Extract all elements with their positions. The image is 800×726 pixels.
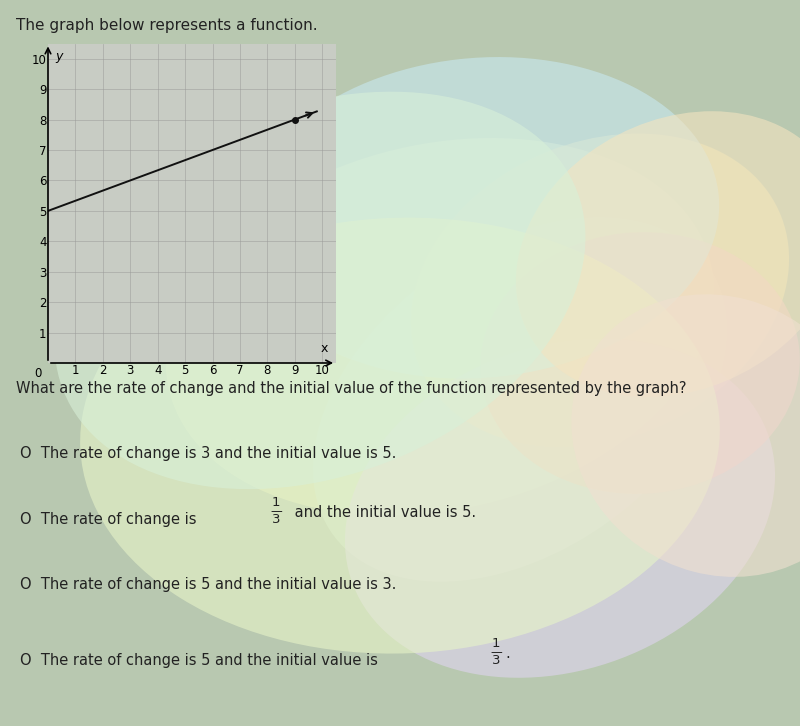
- Ellipse shape: [313, 217, 727, 582]
- Text: 3: 3: [272, 513, 280, 526]
- Text: O  The rate of change is: O The rate of change is: [20, 512, 201, 527]
- Ellipse shape: [54, 91, 586, 489]
- Text: —: —: [270, 505, 282, 518]
- Ellipse shape: [80, 218, 720, 653]
- Text: x: x: [320, 343, 328, 356]
- Text: O  The rate of change is 5 and the initial value is 3.: O The rate of change is 5 and the initia…: [20, 577, 396, 592]
- Text: O  The rate of change is 3 and the initial value is 5.: O The rate of change is 3 and the initia…: [20, 446, 396, 462]
- Text: 3: 3: [492, 654, 500, 667]
- Text: y: y: [55, 49, 62, 62]
- Text: .: .: [506, 646, 510, 661]
- Ellipse shape: [571, 294, 800, 577]
- Ellipse shape: [411, 134, 789, 447]
- Text: The graph below represents a function.: The graph below represents a function.: [16, 18, 318, 33]
- Ellipse shape: [166, 138, 714, 515]
- Text: O  The rate of change is 5 and the initial value is: O The rate of change is 5 and the initia…: [20, 653, 382, 669]
- Ellipse shape: [345, 338, 775, 678]
- Text: 0: 0: [34, 367, 42, 380]
- Ellipse shape: [241, 57, 719, 378]
- Text: 1: 1: [272, 496, 280, 509]
- Ellipse shape: [516, 111, 800, 397]
- Ellipse shape: [480, 232, 800, 494]
- Text: and the initial value is 5.: and the initial value is 5.: [290, 505, 477, 520]
- Text: —: —: [490, 646, 502, 659]
- Text: What are the rate of change and the initial value of the function represented by: What are the rate of change and the init…: [16, 381, 686, 396]
- Text: 1: 1: [492, 637, 500, 650]
